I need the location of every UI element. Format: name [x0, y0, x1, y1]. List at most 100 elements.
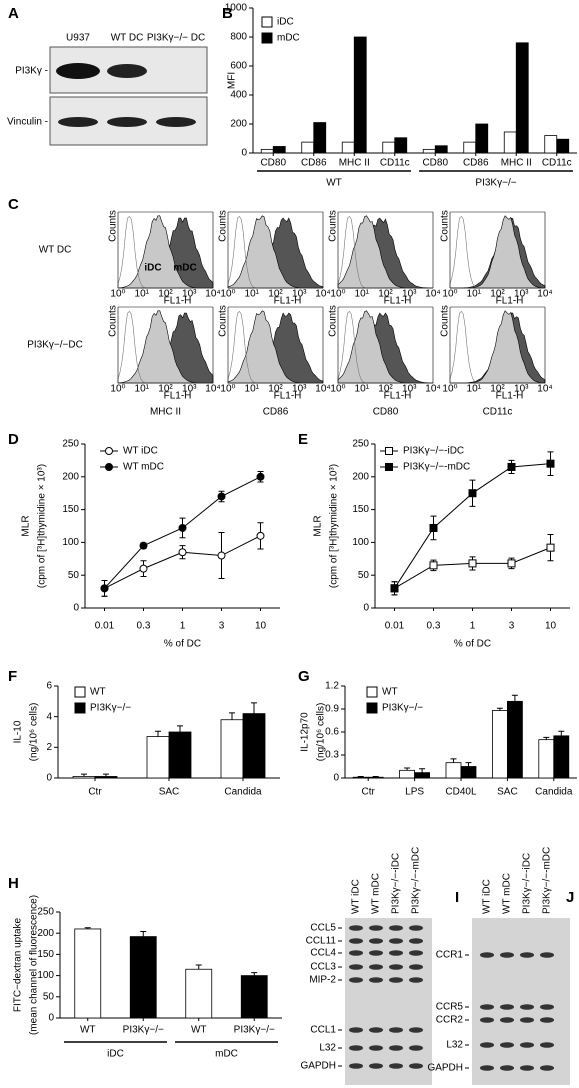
bar: [553, 735, 570, 779]
flow-annotation: mDC: [173, 263, 196, 274]
bar: [220, 719, 244, 779]
bar: [341, 141, 355, 154]
bar: [463, 141, 477, 154]
y-tick-label: 150: [352, 504, 369, 515]
y-tick-label: 0: [46, 773, 52, 784]
flow-tick-label: 10⁰: [442, 289, 457, 300]
point: [468, 559, 477, 568]
legend-label: PI3Kγ−/−-iDC: [403, 446, 464, 457]
y-tick-label: 0: [363, 603, 369, 614]
point: [178, 548, 187, 557]
point: [546, 459, 555, 468]
flow-tick-label: 10⁰: [110, 289, 125, 300]
gel-band: [409, 938, 423, 944]
flow-tick-label: 10⁴: [537, 289, 552, 300]
flow-tick-label: 10¹: [135, 384, 150, 395]
legend-label: PI3Kγ−/−-mDC: [403, 462, 470, 473]
error-bar: [465, 762, 472, 767]
blot-row-label: Vinculin -: [7, 117, 48, 128]
bar: [445, 762, 462, 779]
gel-band: [409, 1045, 423, 1051]
group-label: mDC: [215, 1049, 238, 1060]
flow-row-label: WT DC: [39, 245, 72, 256]
bar: [434, 145, 448, 154]
error-bar: [357, 775, 364, 778]
legend-label: PI3Kγ−/−: [90, 703, 131, 714]
y-tick-label: 2: [46, 742, 52, 753]
y-axis-label: MLR: [21, 515, 32, 536]
gel-band: [409, 977, 423, 983]
gel-band: [540, 952, 554, 958]
flow-tick-label: 10¹: [135, 289, 150, 300]
x-tick-label: PI3Kγ−/−: [234, 1025, 275, 1036]
band-label: CCR5: [436, 1002, 464, 1013]
point: [507, 462, 516, 471]
band-label: CCL3: [310, 962, 336, 973]
group-label: WT: [326, 178, 342, 189]
gel-band: [389, 977, 403, 983]
lane-label: WT iDC: [482, 879, 493, 914]
y-tick-label: 0.3: [325, 750, 339, 761]
bar: [399, 769, 416, 779]
gel-band: [389, 925, 403, 931]
point: [546, 543, 555, 552]
flow-tick-label: 10²: [378, 384, 393, 395]
bar: [556, 138, 570, 154]
lane-label: PI3Kγ−/− DC: [147, 33, 205, 44]
bar: [538, 739, 555, 779]
bar: [301, 141, 315, 154]
gel-band: [500, 1042, 514, 1048]
bar: [475, 123, 489, 154]
x-tick-label: Ctr: [88, 787, 102, 798]
flow-marker-label: MHC II: [150, 407, 181, 418]
bar: [272, 146, 286, 154]
flow-tick-label: 10³: [514, 289, 529, 300]
blot-band: [56, 63, 100, 79]
y-tick-label: 1000: [225, 3, 248, 14]
y-tick-label: 0: [333, 773, 339, 784]
lane-label: WT DC: [111, 33, 144, 44]
x-tick-label: CD80: [260, 158, 286, 169]
gel-band: [389, 938, 403, 944]
error-bar: [496, 707, 503, 711]
lane-label: WT iDC: [351, 879, 362, 914]
band-label: CCL11: [306, 936, 337, 947]
flow-tick-label: 10⁴: [315, 289, 330, 300]
point: [429, 561, 438, 570]
y-tick-label: 0.6: [325, 727, 339, 738]
blot-row-label: PI3Kγ -: [15, 66, 48, 77]
bar: [242, 713, 266, 779]
y-tick-label: 100: [37, 970, 54, 981]
gel-band: [409, 964, 423, 970]
gel-band: [349, 1063, 363, 1069]
flow-y-label: Counts: [328, 305, 339, 337]
y-tick-label: 100: [62, 537, 79, 548]
bar: [506, 700, 523, 779]
gel-band: [349, 950, 363, 956]
y-tick-label: 50: [358, 570, 370, 581]
y-tick-label: 1.2: [325, 681, 339, 692]
gel-band: [349, 1045, 363, 1051]
point: [256, 531, 265, 540]
point: [139, 564, 148, 573]
gel-band: [540, 1017, 554, 1023]
bar: [313, 122, 327, 154]
flow-tick-label: 10²: [158, 384, 173, 395]
blot-band: [58, 117, 98, 127]
y-tick-label: 800: [230, 32, 247, 43]
flow-tick-label: 10⁰: [220, 384, 235, 395]
y-axis-label: (ng/10⁶ cells): [316, 703, 327, 762]
bar: [460, 766, 477, 779]
flow-x-label: FL1-H: [384, 391, 412, 402]
bar: [352, 776, 369, 779]
gel-band: [389, 964, 403, 970]
bar: [491, 710, 508, 779]
gel-band: [480, 1042, 494, 1048]
flow-tick-label: 10⁴: [425, 384, 440, 395]
bar: [394, 137, 408, 154]
x-tick-label: CD11c: [380, 158, 410, 169]
y-tick-label: 400: [230, 90, 247, 101]
x-tick-label: CD11c: [542, 158, 572, 169]
gel-band: [480, 952, 494, 958]
legend-label: WT mDC: [123, 462, 164, 473]
